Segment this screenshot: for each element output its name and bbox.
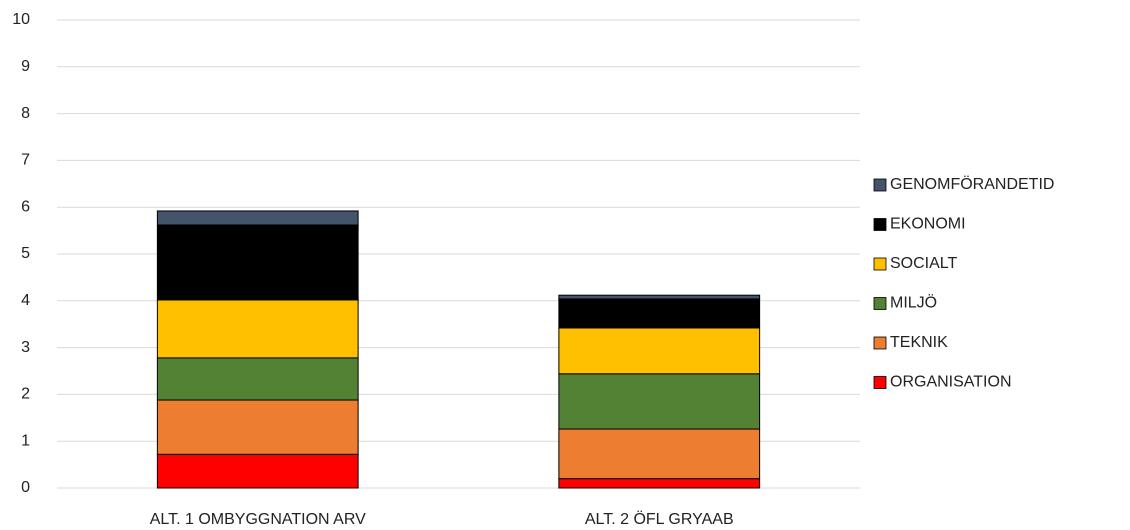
bar-segment — [558, 298, 761, 329]
bar-segment — [558, 428, 761, 480]
legend-swatch — [873, 336, 887, 350]
legend-swatch — [873, 376, 887, 389]
y-tick-label: 9 — [21, 58, 30, 75]
y-tick-label: 6 — [21, 198, 30, 215]
bar-segment — [156, 357, 359, 401]
legend-label: MILJÖ — [890, 294, 937, 312]
x-tick-label: ALT. 1 OMBYGGNATION ARV — [150, 511, 366, 528]
bar-segment — [558, 327, 761, 375]
y-tick-label: 4 — [21, 292, 30, 309]
legend-swatch — [873, 178, 887, 192]
legend-swatch — [873, 257, 887, 271]
y-tick-label: 2 — [21, 386, 30, 403]
y-tick-label: 5 — [21, 245, 30, 262]
legend-label: EKONOMI — [890, 216, 966, 233]
bar-segment — [558, 478, 761, 489]
bar-segment — [156, 453, 359, 489]
bar-segment — [558, 294, 761, 300]
legend-label: ORGANISATION — [890, 374, 1012, 391]
legend-label: SOCIALT — [890, 255, 958, 272]
legend-label: GENOMFÖRANDETID — [890, 175, 1054, 193]
legend-swatch — [873, 218, 887, 231]
y-tick-label: 3 — [21, 339, 30, 356]
y-tick-label: 10 — [12, 11, 30, 28]
bar-segment — [156, 299, 359, 359]
y-tick-label: 1 — [21, 432, 30, 449]
bar-segment — [156, 399, 359, 455]
bar-segment — [156, 210, 359, 226]
legend-label: TEKNIK — [890, 334, 948, 351]
y-tick-label: 0 — [21, 479, 30, 496]
bar-segment — [558, 373, 761, 430]
y-tick-label: 7 — [21, 152, 30, 169]
x-tick-label: ALT. 2 ÖFL GRYAAB — [585, 510, 734, 528]
legend-swatch — [873, 297, 887, 310]
bar-segment — [156, 224, 359, 301]
y-tick-label: 8 — [21, 105, 30, 122]
